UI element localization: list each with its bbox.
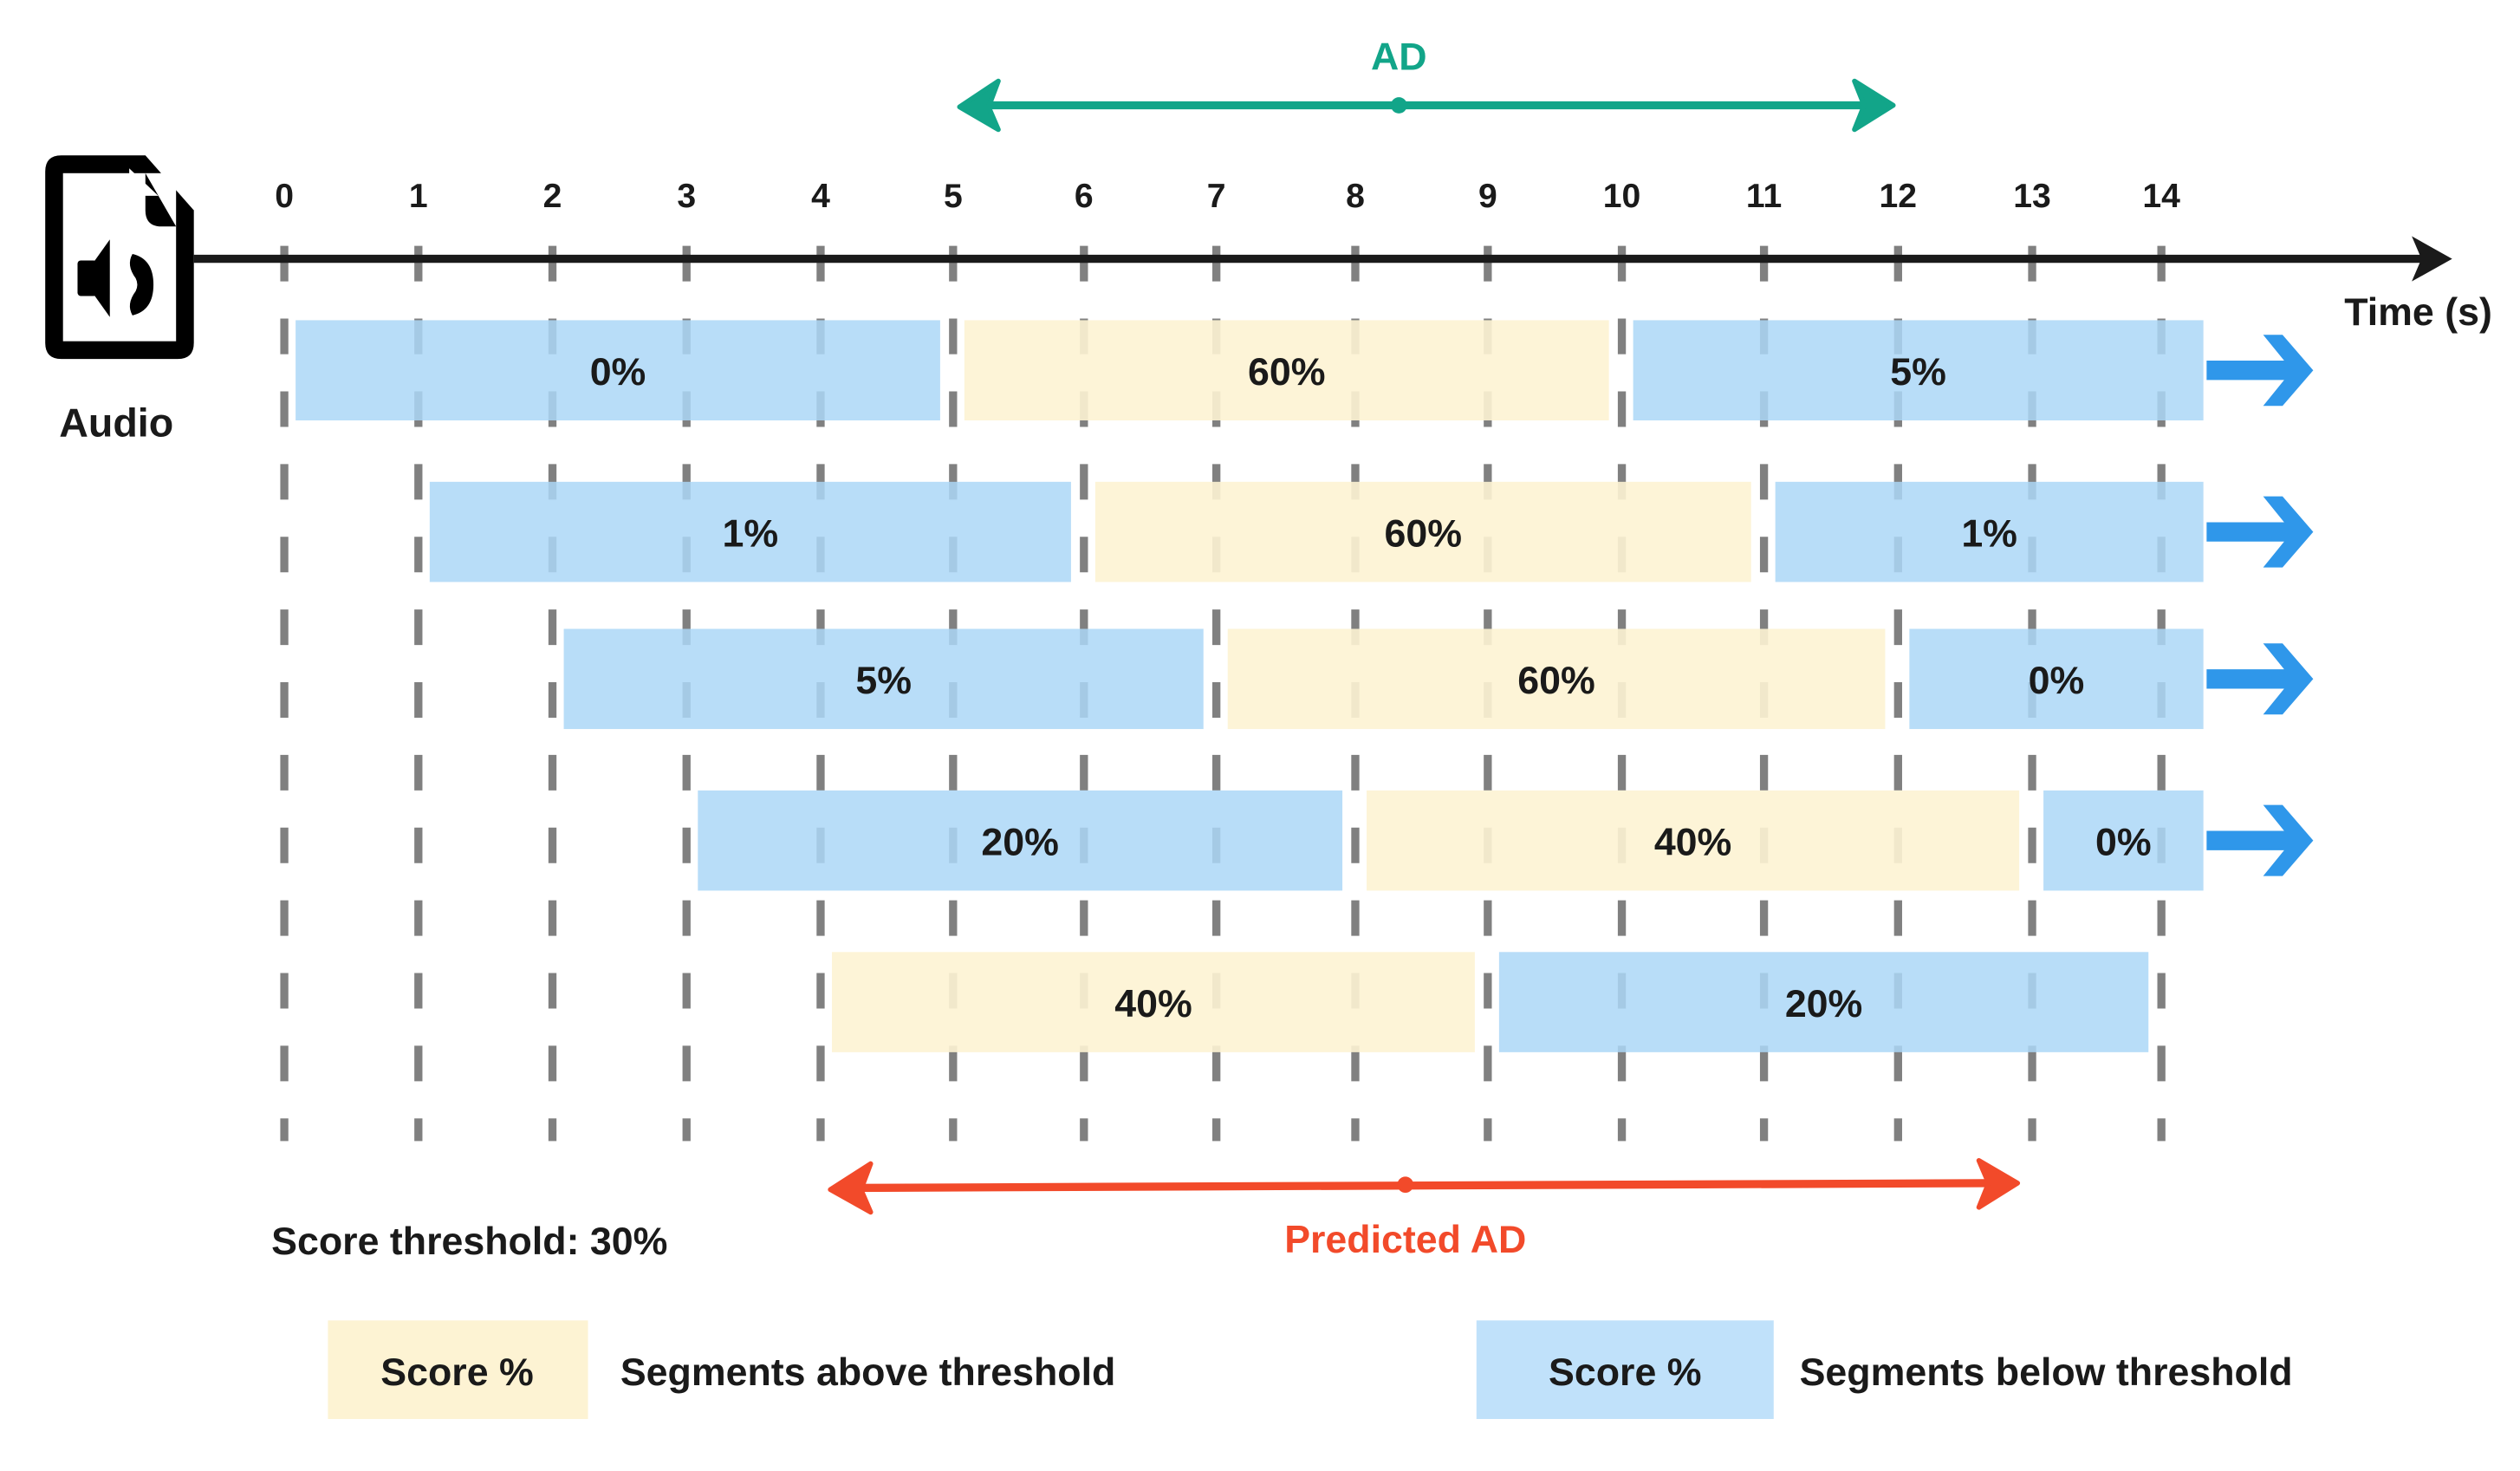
segment-score: 60% xyxy=(1385,512,1463,555)
row-1: 0% 60% 5% xyxy=(296,320,2314,420)
audio-file-icon xyxy=(45,155,194,360)
axis-arrowhead-icon xyxy=(2412,236,2452,282)
continue-arrow-icon xyxy=(2206,496,2314,568)
segment-score: 0% xyxy=(2095,821,2152,863)
segment-score: 0% xyxy=(2029,660,2085,702)
row-2: 1% 60% 1% xyxy=(429,481,2314,583)
audio-label: Audio xyxy=(59,400,173,446)
segment-score: 20% xyxy=(1785,983,1863,1025)
legend-swatch-below xyxy=(1476,1320,1774,1420)
segment-score: 60% xyxy=(1248,351,1326,394)
tick-label: 11 xyxy=(1746,178,1782,215)
segment-score: 20% xyxy=(981,821,1059,863)
row-3: 5% 60% 0% xyxy=(563,628,2314,730)
legend-swatch-above-label: Score % xyxy=(380,1351,533,1394)
tick-label: 14 xyxy=(2142,178,2180,215)
continue-arrow-icon xyxy=(2206,804,2314,876)
segments: 0% 60% 5% 1% 60% 1% 5% 60% 0% 20% 40% 0% 40% 20% xyxy=(296,320,2314,1052)
ad-range-arrow xyxy=(957,78,1896,133)
segment-below-threshold xyxy=(1633,320,2204,420)
segment-below-threshold xyxy=(698,790,1343,891)
segment-above-threshold xyxy=(832,952,1475,1052)
tick-label: 4 xyxy=(811,178,830,215)
tick-label: 7 xyxy=(1207,178,1226,215)
segment-below-threshold xyxy=(2043,790,2204,891)
segment-below-threshold xyxy=(429,481,1071,583)
tick-label: 3 xyxy=(677,178,696,215)
ad-label: AD xyxy=(1371,36,1427,78)
segment-score: 40% xyxy=(1114,983,1192,1025)
segment-score: 5% xyxy=(855,660,912,702)
score-threshold-text: Score threshold: 30% xyxy=(271,1220,667,1263)
tick-labels: 0 1 2 3 4 5 6 7 8 9 10 11 12 13 14 xyxy=(275,178,2180,215)
row-4: 20% 40% 0% xyxy=(698,790,2314,891)
tick-label: 6 xyxy=(1075,178,1094,215)
segment-above-threshold xyxy=(1227,628,1886,730)
tick-label: 2 xyxy=(543,178,562,215)
segment-score: 60% xyxy=(1517,660,1595,702)
tick-label: 13 xyxy=(2013,178,2051,215)
tick-label: 8 xyxy=(1346,178,1365,215)
legend-below-text: Segments below threshold xyxy=(1800,1351,2293,1394)
continue-arrow-icon xyxy=(2206,643,2314,715)
continue-arrow-icon xyxy=(2206,335,2314,407)
tick-label: 1 xyxy=(409,178,428,215)
tick-label: 10 xyxy=(1603,178,1641,215)
segment-score: 0% xyxy=(590,351,646,394)
segment-score: 1% xyxy=(1961,512,2017,555)
tick-label: 12 xyxy=(1880,178,1918,215)
predicted-ad-range-arrow xyxy=(828,1157,2021,1215)
legend-swatch-below-label: Score % xyxy=(1549,1351,1701,1394)
segment-below-threshold xyxy=(563,628,1204,730)
segment-below-threshold xyxy=(1909,628,2204,730)
legend-swatch-above xyxy=(328,1320,588,1420)
row-5: 40% 20% xyxy=(832,952,2149,1052)
segment-above-threshold xyxy=(1094,481,1751,583)
tick-label: 5 xyxy=(944,178,963,215)
segment-above-threshold xyxy=(1367,790,2020,891)
segment-below-threshold xyxy=(1498,952,2149,1052)
tick-label: 9 xyxy=(1478,178,1497,215)
tick-label: 0 xyxy=(275,178,294,215)
segment-score: 1% xyxy=(723,512,779,555)
segment-score: 5% xyxy=(1890,351,1946,394)
predicted-ad-label: Predicted AD xyxy=(1284,1219,1526,1261)
segment-below-threshold xyxy=(1775,481,2204,583)
legend-above-text: Segments above threshold xyxy=(620,1351,1116,1394)
legend: Score % Segments above threshold Score %… xyxy=(328,1320,2293,1420)
axis-label: Time (s) xyxy=(2344,291,2492,334)
segment-below-threshold xyxy=(296,320,940,420)
segment-above-threshold xyxy=(964,320,1609,420)
time-axis xyxy=(193,236,2452,282)
segment-score: 40% xyxy=(1654,821,1732,863)
